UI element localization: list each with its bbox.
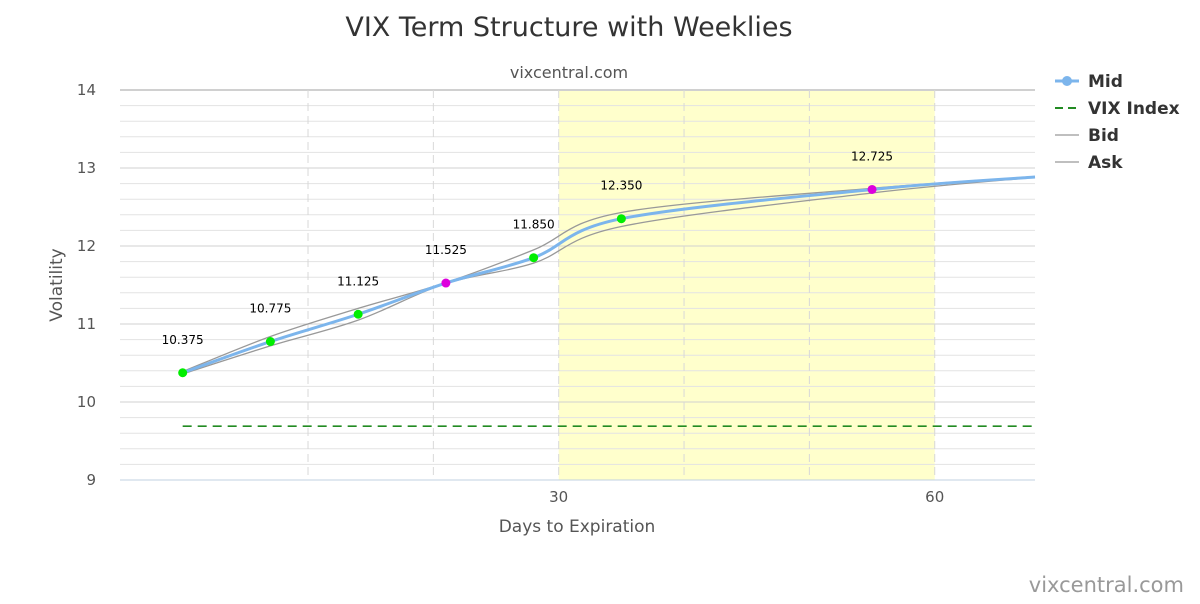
- x-tick-label: 60: [925, 488, 944, 506]
- data-label: 11.850: [513, 218, 555, 232]
- plot-band-layer: [558, 90, 935, 480]
- y-tick-label: 9: [86, 471, 96, 489]
- credit-text[interactable]: vixcentral.com: [1029, 573, 1184, 597]
- legend-item-vix[interactable]: VIX Index: [1055, 99, 1180, 119]
- data-label: 11.525: [425, 243, 467, 257]
- chart-title: VIX Term Structure with Weeklies: [345, 12, 792, 43]
- x-axis-title: Days to Expiration: [499, 517, 656, 537]
- data-label: 11.125: [337, 274, 379, 288]
- plot-band: [558, 90, 935, 480]
- grid-layer: [120, 89, 1035, 481]
- data-label: 10.375: [162, 333, 204, 347]
- chart-subtitle: vixcentral.com: [510, 63, 628, 82]
- legend-item-mid[interactable]: Mid: [1055, 72, 1123, 92]
- y-tick-label: 13: [77, 159, 96, 177]
- legend: Mid VIX Index Bid Ask: [1055, 72, 1180, 173]
- data-point-marker: [616, 214, 626, 224]
- marker-layer: [178, 184, 877, 378]
- legend-label: VIX Index: [1088, 99, 1180, 119]
- legend-swatch-marker: [1062, 76, 1072, 86]
- data-label: 12.350: [600, 179, 642, 193]
- y-tick-label: 11: [77, 315, 96, 333]
- data-point-marker: [441, 278, 451, 288]
- y-tick-label: 10: [77, 393, 96, 411]
- y-axis-title: Volatility: [47, 248, 67, 321]
- legend-label: Mid: [1088, 72, 1123, 92]
- data-label: 10.775: [249, 302, 291, 316]
- legend-item-bid[interactable]: Bid: [1055, 126, 1119, 146]
- legend-label: Ask: [1088, 153, 1123, 173]
- data-point-marker: [529, 253, 539, 263]
- data-point-marker: [265, 337, 275, 347]
- data-label-layer: 10.375 10.775 11.125 11.525 11.850 12.350 12.7…: [162, 149, 893, 346]
- legend-label: Bid: [1088, 126, 1119, 146]
- x-tick-label: 30: [549, 488, 568, 506]
- data-point-marker: [867, 184, 877, 194]
- data-point-marker: [353, 309, 363, 319]
- legend-item-ask[interactable]: Ask: [1055, 153, 1123, 173]
- y-tick-label: 12: [77, 237, 96, 255]
- y-tick-label: 14: [77, 81, 96, 99]
- data-label: 12.725: [851, 149, 893, 163]
- tick-layer: 9 10 11 12 13 14 30 60: [77, 81, 944, 506]
- data-point-marker: [178, 368, 188, 378]
